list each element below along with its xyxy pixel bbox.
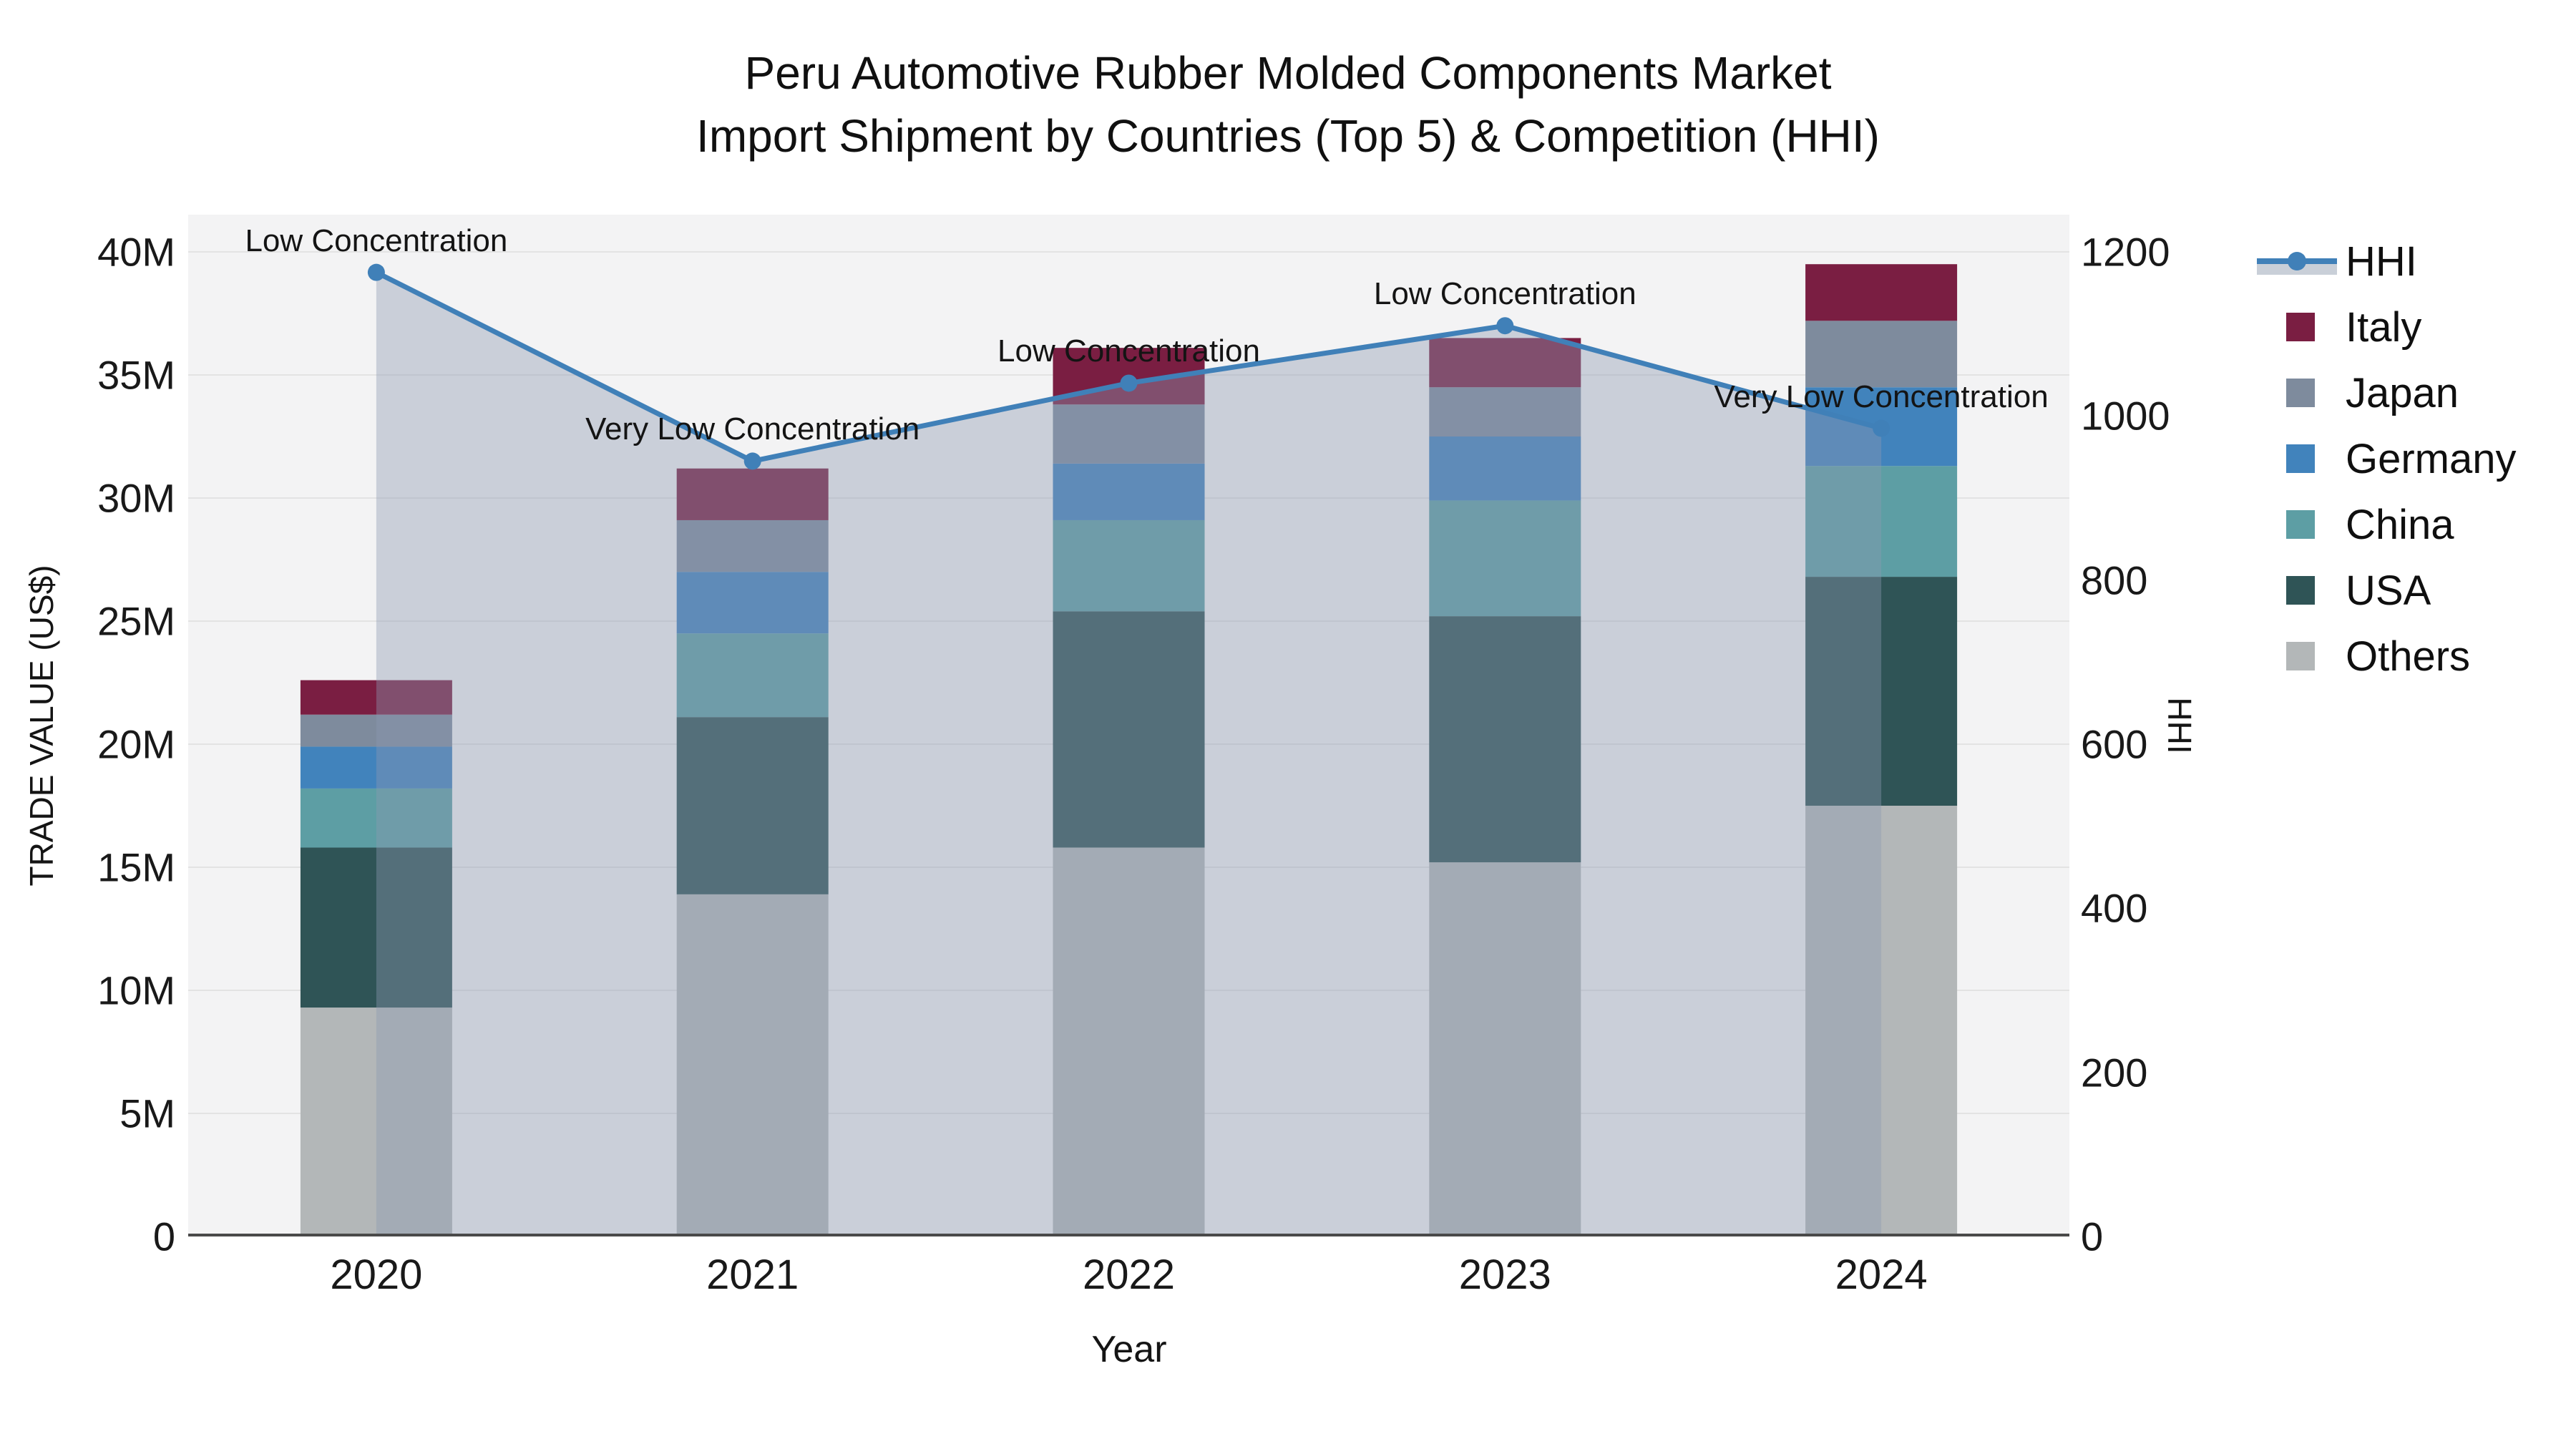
annotation-2024: Very Low Concentration — [1714, 379, 2049, 414]
legend-label: China — [2346, 501, 2454, 548]
japan-swatch-icon — [2286, 379, 2315, 407]
legend: HHI Italy Japan Germany China USA Others — [2254, 238, 2517, 680]
y-tick-right-0: 0 — [2081, 1214, 2104, 1259]
legend-item-italy[interactable]: Italy — [2254, 303, 2517, 351]
bar-segment-2021-others — [676, 894, 829, 1236]
china-swatch-icon — [2286, 510, 2315, 539]
bar-segment-2020-italy — [300, 680, 452, 715]
bar-segment-2024-china — [1805, 466, 1958, 577]
bar-segment-2024-italy — [1805, 264, 1958, 321]
y-tick-left-10M: 10M — [97, 967, 175, 1013]
legend-item-germany[interactable]: Germany — [2254, 436, 2517, 482]
legend-label: Germany — [2346, 435, 2517, 482]
bar-segment-2024-japan — [1805, 321, 1958, 388]
hhi-marker-2022 — [1120, 374, 1138, 392]
x-axis-title: Year — [1091, 1329, 1167, 1370]
y-tick-left-5M: 5M — [119, 1091, 175, 1136]
bar-segment-2020-germany — [300, 746, 452, 789]
bar-segment-2023-japan — [1429, 387, 1581, 436]
bar-segment-2024-usa — [1805, 577, 1958, 806]
bar-segment-2022-usa — [1053, 611, 1205, 848]
hhi-area-fill — [376, 272, 1882, 1236]
legend-item-usa[interactable]: USA — [2254, 567, 2517, 614]
y-axis-right-title: HHI — [2161, 697, 2198, 754]
bar-segment-2022-others — [1053, 847, 1205, 1236]
y-tick-left-15M: 15M — [97, 844, 175, 890]
bar-segment-2022-china — [1053, 519, 1205, 612]
bar-segment-2022-germany — [1053, 463, 1205, 520]
x-tick-2021: 2021 — [706, 1252, 799, 1298]
legend-label: Others — [2346, 633, 2471, 680]
bar-segment-2021-china — [676, 633, 829, 718]
bar-segment-2024-others — [1805, 806, 1958, 1236]
bar-segment-2023-italy — [1429, 338, 1581, 388]
bar-segment-2023-china — [1429, 500, 1581, 617]
hhi-line-sample-icon — [2254, 240, 2340, 282]
bar-segment-2021-japan — [676, 519, 829, 572]
y-tick-left-35M: 35M — [97, 352, 175, 398]
bar-segment-2023-usa — [1429, 616, 1581, 863]
legend-item-china[interactable]: China — [2254, 502, 2517, 548]
legend-item-others[interactable]: Others — [2254, 633, 2517, 680]
bar-segment-2021-usa — [676, 717, 829, 894]
legend-label: USA — [2346, 567, 2431, 614]
x-tick-2020: 2020 — [330, 1252, 423, 1298]
y-tick-left-20M: 20M — [97, 721, 175, 767]
legend-label: Japan — [2346, 369, 2459, 416]
hhi-marker-2024 — [1873, 419, 1890, 437]
plot-area: Low Concentration Very Low Concentration L… — [188, 215, 2069, 1236]
hhi-marker-2020 — [367, 263, 385, 281]
legend-item-hhi[interactable]: HHI — [2254, 238, 2517, 285]
chart-title-line-1: Peru Automotive Rubber Molded Components… — [744, 47, 1832, 99]
y-tick-left-40M: 40M — [97, 229, 175, 275]
bar-segment-2023-germany — [1429, 436, 1581, 501]
annotation-2020: Low Concentration — [245, 223, 508, 258]
bar-segment-2023-others — [1429, 862, 1581, 1236]
italy-swatch-icon — [2286, 313, 2315, 341]
y-tick-right-400: 400 — [2081, 885, 2148, 931]
y-tick-left-0: 0 — [152, 1214, 175, 1259]
usa-swatch-icon — [2286, 576, 2315, 605]
y-tick-right-1200: 1200 — [2081, 229, 2170, 275]
x-tick-2024: 2024 — [1835, 1252, 1928, 1298]
y-tick-right-800: 800 — [2081, 557, 2148, 603]
legend-label: HHI — [2346, 238, 2417, 285]
bar-segment-2020-china — [300, 788, 452, 848]
legend-label: Italy — [2346, 303, 2422, 351]
annotation-2023: Low Concentration — [1373, 276, 1636, 312]
others-swatch-icon — [2286, 642, 2315, 670]
chart-svg — [188, 251, 2069, 1236]
germany-swatch-icon — [2286, 444, 2315, 473]
annotation-2021: Very Low Concentration — [585, 411, 920, 447]
bar-segment-2020-others — [300, 1008, 452, 1236]
chart-title-line-2: Import Shipment by Countries (Top 5) & C… — [696, 110, 1880, 162]
bar-segment-2021-germany — [676, 572, 829, 634]
hhi-marker-2021 — [743, 452, 761, 470]
y-tick-right-600: 600 — [2081, 721, 2148, 767]
bar-segment-2020-japan — [300, 714, 452, 747]
y-tick-right-1000: 1000 — [2081, 393, 2170, 439]
chart-title: Peru Automotive Rubber Molded Components… — [0, 42, 2576, 167]
x-tick-2022: 2022 — [1082, 1252, 1176, 1298]
hhi-marker-2023 — [1496, 317, 1514, 335]
annotation-2022: Low Concentration — [997, 333, 1260, 369]
bar-segment-2022-japan — [1053, 404, 1205, 464]
bar-segment-2020-usa — [300, 847, 452, 1008]
y-axis-left-title: TRADE VALUE (US$) — [23, 565, 60, 887]
bar-segment-2021-italy — [676, 468, 829, 520]
y-tick-left-30M: 30M — [97, 475, 175, 521]
y-tick-right-200: 200 — [2081, 1050, 2148, 1096]
legend-item-japan[interactable]: Japan — [2254, 369, 2517, 416]
x-tick-2023: 2023 — [1458, 1252, 1551, 1298]
y-tick-left-25M: 25M — [97, 598, 175, 644]
